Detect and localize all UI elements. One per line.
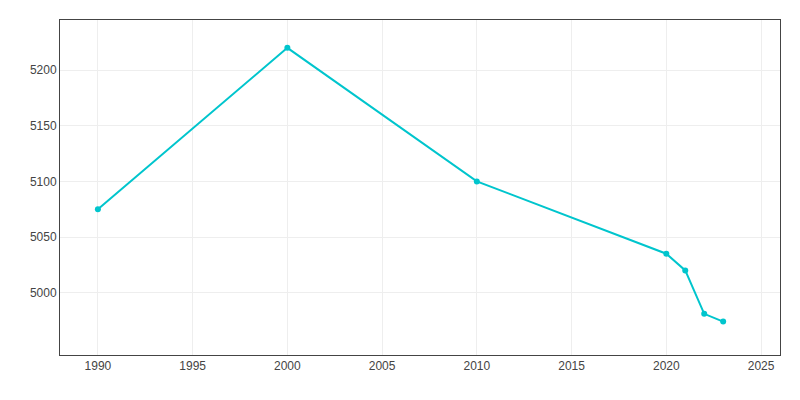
svg-text:5100: 5100 — [30, 175, 57, 189]
svg-text:5000: 5000 — [30, 286, 57, 300]
svg-text:5200: 5200 — [30, 63, 57, 77]
svg-text:1990: 1990 — [85, 359, 112, 373]
svg-text:2015: 2015 — [558, 359, 585, 373]
svg-text:2020: 2020 — [653, 359, 680, 373]
svg-text:5050: 5050 — [30, 230, 57, 244]
svg-text:2005: 2005 — [369, 359, 396, 373]
svg-text:2025: 2025 — [748, 359, 775, 373]
svg-text:1995: 1995 — [179, 359, 206, 373]
svg-text:5150: 5150 — [30, 119, 57, 133]
svg-text:2000: 2000 — [274, 359, 301, 373]
svg-text:2010: 2010 — [463, 359, 490, 373]
